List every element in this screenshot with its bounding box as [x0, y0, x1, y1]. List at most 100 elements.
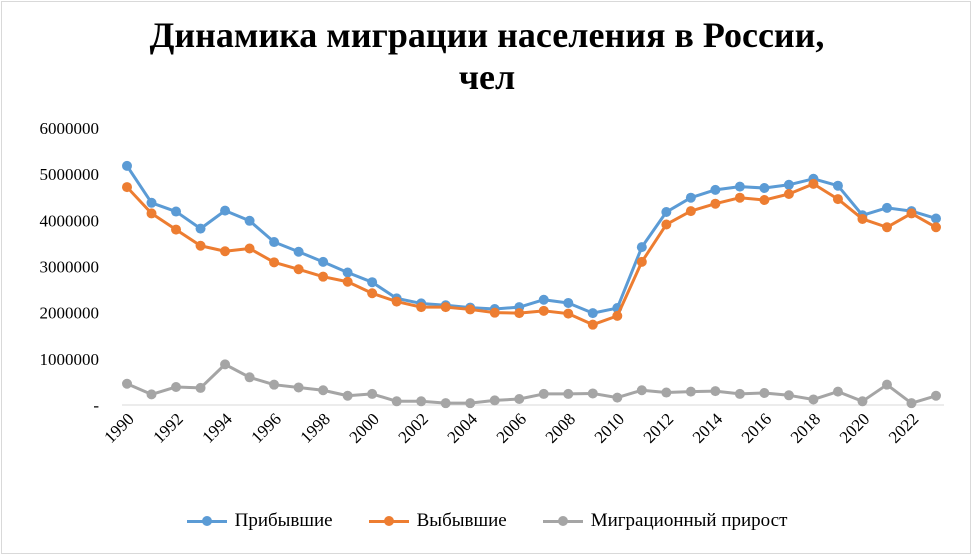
series-1-point: [244, 243, 255, 254]
legend-marker-departed: [383, 516, 394, 526]
x-tick-label: 2008: [542, 409, 579, 446]
series-2-point: [318, 385, 329, 396]
series-0-point: [759, 183, 770, 194]
series-2-point: [489, 395, 500, 406]
series-0-point: [269, 237, 280, 248]
series-0-point: [146, 197, 157, 208]
series-0-point: [342, 267, 353, 278]
series-2-point: [906, 398, 917, 409]
series-2-point: [244, 372, 255, 383]
x-tick-label: 2006: [493, 409, 530, 446]
series-0-point: [931, 213, 941, 224]
x-tick-label: 2012: [640, 409, 677, 446]
series-0-point: [122, 160, 132, 171]
series-2-point: [416, 396, 427, 407]
y-tick-label: 6000000: [40, 119, 100, 138]
y-tick-label: 4000000: [40, 211, 100, 230]
series-0-point: [293, 246, 304, 257]
series-0-point: [783, 179, 794, 190]
series-line-1: [125, 182, 937, 327]
series-0-point: [832, 180, 843, 191]
chart-title: Динамика миграции населения в России, че…: [0, 14, 974, 98]
x-tick-label: 2000: [346, 409, 383, 446]
series-1-point: [636, 256, 647, 267]
series-1-point: [122, 182, 132, 193]
series-1-point: [931, 222, 941, 233]
y-tick-label: 3000000: [40, 258, 100, 277]
legend-item-arrived: Прибывшие: [186, 510, 333, 532]
series-2-point: [538, 388, 549, 399]
series-2-point: [759, 387, 770, 398]
series-2-point: [367, 388, 378, 399]
series-2-point: [146, 389, 157, 400]
series-1-point: [563, 308, 574, 319]
series-2-point: [342, 390, 353, 401]
series-1-point: [367, 288, 378, 299]
x-tick-label: 2020: [836, 409, 873, 446]
series-0-point: [587, 308, 598, 319]
x-tick-label: 2022: [885, 409, 922, 446]
x-tick-label: 2010: [591, 409, 628, 446]
series-2-point: [783, 390, 794, 401]
x-tick-label: 1998: [296, 409, 333, 446]
series-1-point: [906, 208, 917, 219]
series-1-point: [881, 222, 892, 233]
series-2-point: [220, 359, 231, 370]
x-tick-label: 1996: [247, 409, 284, 446]
series-2-point: [171, 381, 182, 392]
x-tick-label: 1992: [149, 409, 186, 446]
series-2-point: [293, 382, 304, 393]
series-0-point: [244, 215, 255, 226]
series-1-point: [783, 189, 794, 200]
chart-title-line1: Динамика миграции населения в России,: [149, 15, 825, 55]
series-1-point: [220, 246, 231, 257]
series-1-point: [734, 192, 745, 203]
legend-label-net-migration: Миграционный прирост: [590, 510, 788, 531]
series-2-point: [465, 398, 476, 409]
series-0-point: [367, 277, 378, 288]
series-1-point: [416, 302, 427, 313]
series-1-point: [612, 310, 623, 321]
legend-label-departed: Выбывшие: [416, 510, 507, 531]
legend-marker-net-migration: [557, 516, 568, 526]
series-2-point: [931, 390, 941, 401]
series-1-point: [661, 219, 672, 230]
series-line-0: [125, 165, 937, 315]
series-1-point: [171, 224, 182, 235]
series-line-2: [126, 362, 937, 405]
x-tick-label: 2002: [395, 409, 432, 446]
chart-legend: Прибывшие Выбывшие Миграционный прирост: [0, 510, 974, 532]
y-tick-label: 5000000: [40, 165, 100, 184]
series-1-point: [146, 208, 157, 219]
series-0-point: [171, 206, 182, 217]
series-0-point: [710, 184, 721, 195]
series-2-point: [636, 385, 647, 396]
series-0-point: [881, 202, 892, 213]
series-0-point: [220, 205, 231, 216]
series-1-point: [489, 307, 500, 318]
series-1-point: [318, 271, 329, 282]
series-1-point: [514, 308, 525, 319]
series-2-point: [808, 394, 819, 405]
series-1-point: [832, 194, 843, 205]
series-1-point: [269, 257, 280, 268]
series-2-point: [269, 379, 280, 390]
series-2-point: [881, 379, 892, 390]
series-1-point: [808, 178, 819, 189]
y-tick-label: -: [93, 396, 99, 415]
x-tick-label: 1994: [198, 409, 236, 447]
legend-swatch-net-migration: [542, 515, 583, 527]
series-2-point: [122, 378, 132, 389]
x-tick-label: 2004: [444, 409, 482, 447]
legend-swatch-departed: [368, 515, 409, 527]
series-2-point: [195, 382, 206, 393]
series-1-point: [710, 198, 721, 209]
series-2-point: [710, 386, 721, 397]
x-tick-label: 2016: [738, 409, 775, 446]
series-1-point: [857, 213, 868, 224]
series-1-point: [465, 304, 476, 315]
series-1-point: [391, 296, 402, 307]
legend-marker-arrived: [201, 516, 212, 526]
series-1-point: [440, 302, 451, 313]
